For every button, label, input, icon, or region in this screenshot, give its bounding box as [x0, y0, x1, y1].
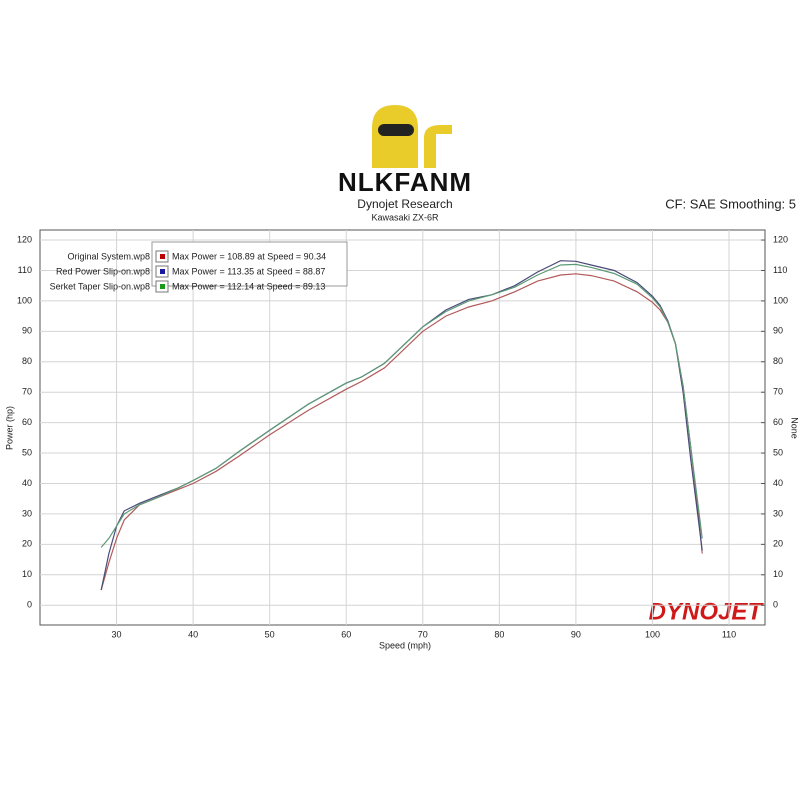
y-axis-label: Power (hp) [4, 406, 14, 450]
y2-tick-label: 80 [773, 356, 783, 366]
x-axis-label: Speed (mph) [379, 640, 431, 650]
x-tick-label: 30 [112, 629, 122, 639]
y2-tick-label: 30 [773, 508, 783, 518]
x-tick-label: 40 [188, 629, 198, 639]
y-tick-label: 60 [22, 417, 32, 427]
chart-subtitle: Kawasaki ZX-6R [371, 212, 439, 222]
y2-tick-label: 90 [773, 326, 783, 336]
series-line [100, 260, 703, 591]
y2-tick-label: 0 [773, 600, 778, 610]
x-tick-label: 90 [571, 629, 581, 639]
y-tick-label: 50 [22, 447, 32, 457]
y2-tick-label: 50 [773, 447, 783, 457]
dynojet-logo: DYNOJET [649, 598, 765, 625]
legend-info: Max Power = 113.35 at Speed = 88.87 [172, 266, 325, 276]
y2-axis-label: None [790, 417, 800, 439]
y-tick-label: 110 [18, 265, 32, 275]
logo-shape [424, 125, 452, 168]
y-tick-label: 120 [17, 234, 32, 244]
series-line [100, 273, 703, 591]
y2-tick-label: 120 [773, 234, 788, 244]
legend-info: Max Power = 112.14 at Speed = 89.13 [172, 281, 325, 291]
y2-tick-label: 60 [773, 417, 783, 427]
y-tick-label: 0 [27, 600, 32, 610]
x-tick-label: 80 [494, 629, 504, 639]
brand-logo [372, 105, 452, 168]
y-tick-label: 90 [22, 326, 32, 336]
y2-tick-label: 40 [773, 478, 783, 488]
x-tick-label: 50 [265, 629, 275, 639]
plot-frame [39, 229, 766, 626]
x-tick-label: 70 [418, 629, 428, 639]
y-tick-label: 20 [22, 539, 32, 549]
legend-swatch [160, 284, 165, 289]
y2-tick-label: 100 [773, 295, 788, 305]
helmet [372, 105, 418, 168]
y-tick-label: 10 [22, 569, 32, 579]
series-line [100, 263, 703, 548]
visor [378, 124, 414, 136]
legend-info: Max Power = 108.89 at Speed = 90.34 [172, 251, 326, 261]
y-tick-label: 80 [22, 356, 32, 366]
legend-name: Original System.wp8 [67, 251, 150, 261]
correction-label: CF: SAE Smoothing: 5 [665, 196, 796, 211]
legend-swatch [160, 254, 165, 259]
x-tick-label: 110 [722, 629, 736, 639]
legend-swatch [160, 269, 165, 274]
legend-box [151, 241, 348, 287]
y2-tick-label: 10 [773, 569, 783, 579]
y-tick-label: 100 [17, 295, 32, 305]
y-tick-label: 30 [22, 508, 32, 518]
x-tick-label: 60 [341, 629, 351, 639]
legend-name: Red Power Slip-on.wp8 [56, 266, 150, 276]
chart-title: Dynojet Research [357, 197, 452, 211]
legend: Original System.wp8 Max Power = 108.89 at… [50, 241, 348, 293]
y2-tick-label: 70 [773, 387, 783, 397]
y2-tick-label: 20 [773, 539, 783, 549]
y2-tick-label: 110 [773, 265, 787, 275]
brand-name: NLKFANM [338, 167, 472, 197]
legend-name: Serket Taper Slip-on.wp8 [50, 281, 150, 291]
y-tick-label: 40 [22, 478, 32, 488]
y-tick-label: 70 [22, 387, 32, 397]
x-tick-label: 100 [645, 629, 660, 639]
